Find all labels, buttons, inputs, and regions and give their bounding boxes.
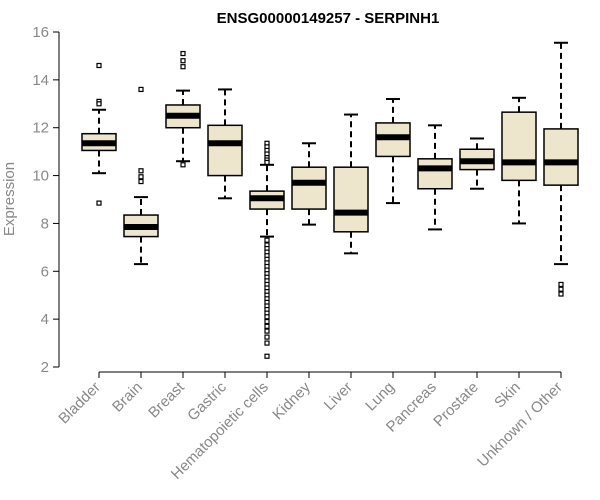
y-tick-label: 10 [32,168,49,185]
boxes-group [81,41,579,359]
x-tick-label: Skin [491,379,524,412]
y-tick-label: 2 [41,359,49,376]
outlier-point [264,314,270,320]
box-lung [375,98,411,205]
outlier-point [264,334,270,340]
box-prostate [459,137,495,190]
y-axis-ticks: 2 4 6 8 10 12 14 16 [32,24,59,376]
outlier-point [96,62,102,69]
outlier-point [138,168,144,174]
outlier-point [264,159,270,166]
iqr-box [501,111,537,182]
outlier-point [96,200,102,206]
outlier-point [264,323,270,329]
outlier-point [558,281,564,288]
x-tick-label: Prostate [430,379,482,431]
box-bladder [81,62,117,206]
outlier-point [96,101,102,107]
x-tick-label: Kidney [269,378,314,423]
box-breast [165,50,201,168]
iqr-box [333,166,369,233]
outlier-point [138,178,144,185]
box-hematopoietic-cells [249,140,285,359]
outlier-point [180,58,186,64]
x-tick-label: Brain [109,379,146,416]
box-liver [333,113,369,255]
outlier-point [264,340,270,346]
y-tick-label: 4 [41,311,49,328]
box-unknown-other [543,41,579,297]
outlier-point [180,50,186,57]
outlier-point [264,237,270,243]
chart-title: ENSG00000149257 - SERPINH1 [217,10,440,27]
box-pancreas [417,124,453,231]
outlier-point [180,64,186,70]
iqr-box [291,166,327,210]
iqr-box [417,158,453,190]
outlier-point [180,162,186,168]
y-tick-label: 16 [32,24,49,41]
y-axis-title: Expression [1,162,18,236]
y-tick-label: 14 [32,72,49,89]
outlier-point [264,318,270,325]
outlier-point [558,286,564,292]
box-brain [123,86,159,266]
iqr-box [207,124,243,177]
box-skin [501,96,537,225]
box-gastric [207,88,243,200]
y-tick-label: 12 [32,120,49,137]
outlier-point [138,86,144,93]
box-kidney [291,142,327,226]
iqr-box [543,128,579,186]
outlier-point [558,291,564,297]
x-tick-label: Lung [362,379,398,415]
outlier-point [264,353,270,359]
x-tick-label: Bladder [55,379,104,428]
outlier-point [138,174,144,180]
y-tick-label: 8 [41,215,49,232]
y-tick-label: 6 [41,263,49,280]
x-tick-label: Liver [321,379,356,414]
outlier-point [264,328,270,334]
x-tick-label: Breast [145,378,188,421]
